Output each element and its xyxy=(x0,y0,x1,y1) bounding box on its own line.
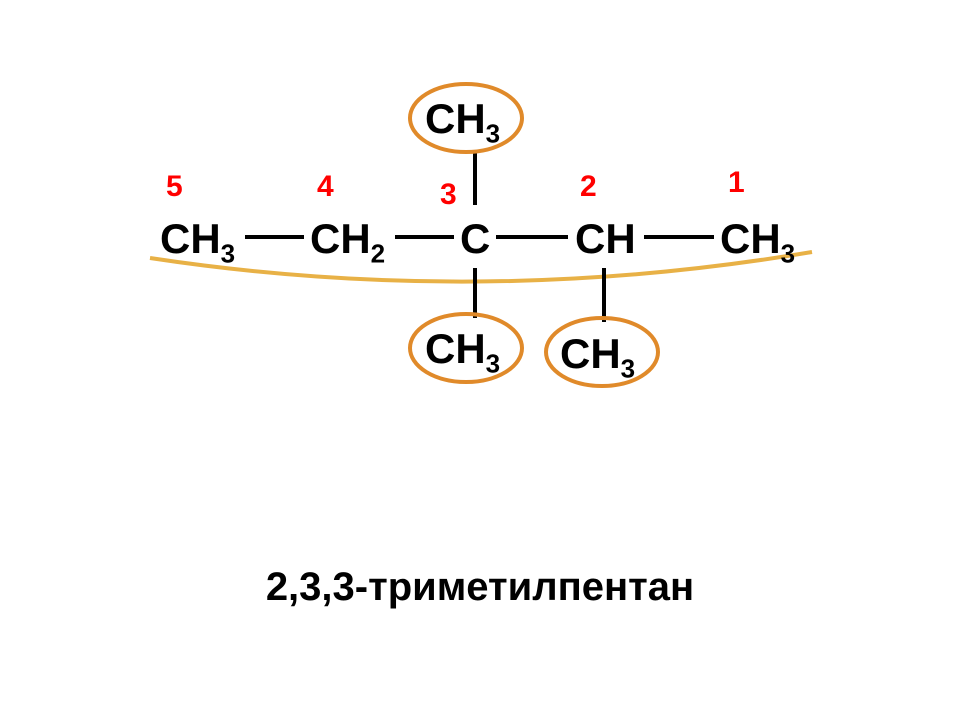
atom-c4-base: CH xyxy=(310,215,371,262)
diagram-stage: CH3 CH2 C CH CH3 CH3 CH3 CH3 5 4 3 2 1 2… xyxy=(0,0,960,720)
atom-c5-sub: 3 xyxy=(221,238,235,268)
number-2: 2 xyxy=(580,170,597,204)
atom-c5-base: CH xyxy=(160,215,221,262)
compound-name: 2,3,3-триметилпентан xyxy=(0,565,960,610)
number-4: 4 xyxy=(317,170,334,204)
atom-c3: C xyxy=(460,215,490,263)
atom-m2bot-sub: 3 xyxy=(621,353,635,383)
atom-c2-base: CH xyxy=(575,215,636,262)
atom-c5: CH3 xyxy=(160,215,235,263)
atom-m2bot: CH3 xyxy=(560,330,635,378)
atom-c1-base: CH xyxy=(720,215,781,262)
number-5: 5 xyxy=(166,170,183,204)
atom-m3top-base: CH xyxy=(425,95,486,142)
atom-m3bot-sub: 3 xyxy=(486,348,500,378)
atom-c3-base: C xyxy=(460,215,490,262)
atom-c1: CH3 xyxy=(720,215,795,263)
atom-m3bot-base: CH xyxy=(425,325,486,372)
atom-c1-sub: 3 xyxy=(781,238,795,268)
number-1: 1 xyxy=(728,166,745,200)
atom-c4: CH2 xyxy=(310,215,385,263)
atom-c4-sub: 2 xyxy=(371,238,385,268)
atom-m3top-sub: 3 xyxy=(486,118,500,148)
atom-c2: CH xyxy=(575,215,636,263)
atom-m3bot: CH3 xyxy=(425,325,500,373)
number-3: 3 xyxy=(440,178,457,212)
atom-m2bot-base: CH xyxy=(560,330,621,377)
atom-m3top: CH3 xyxy=(425,95,500,143)
